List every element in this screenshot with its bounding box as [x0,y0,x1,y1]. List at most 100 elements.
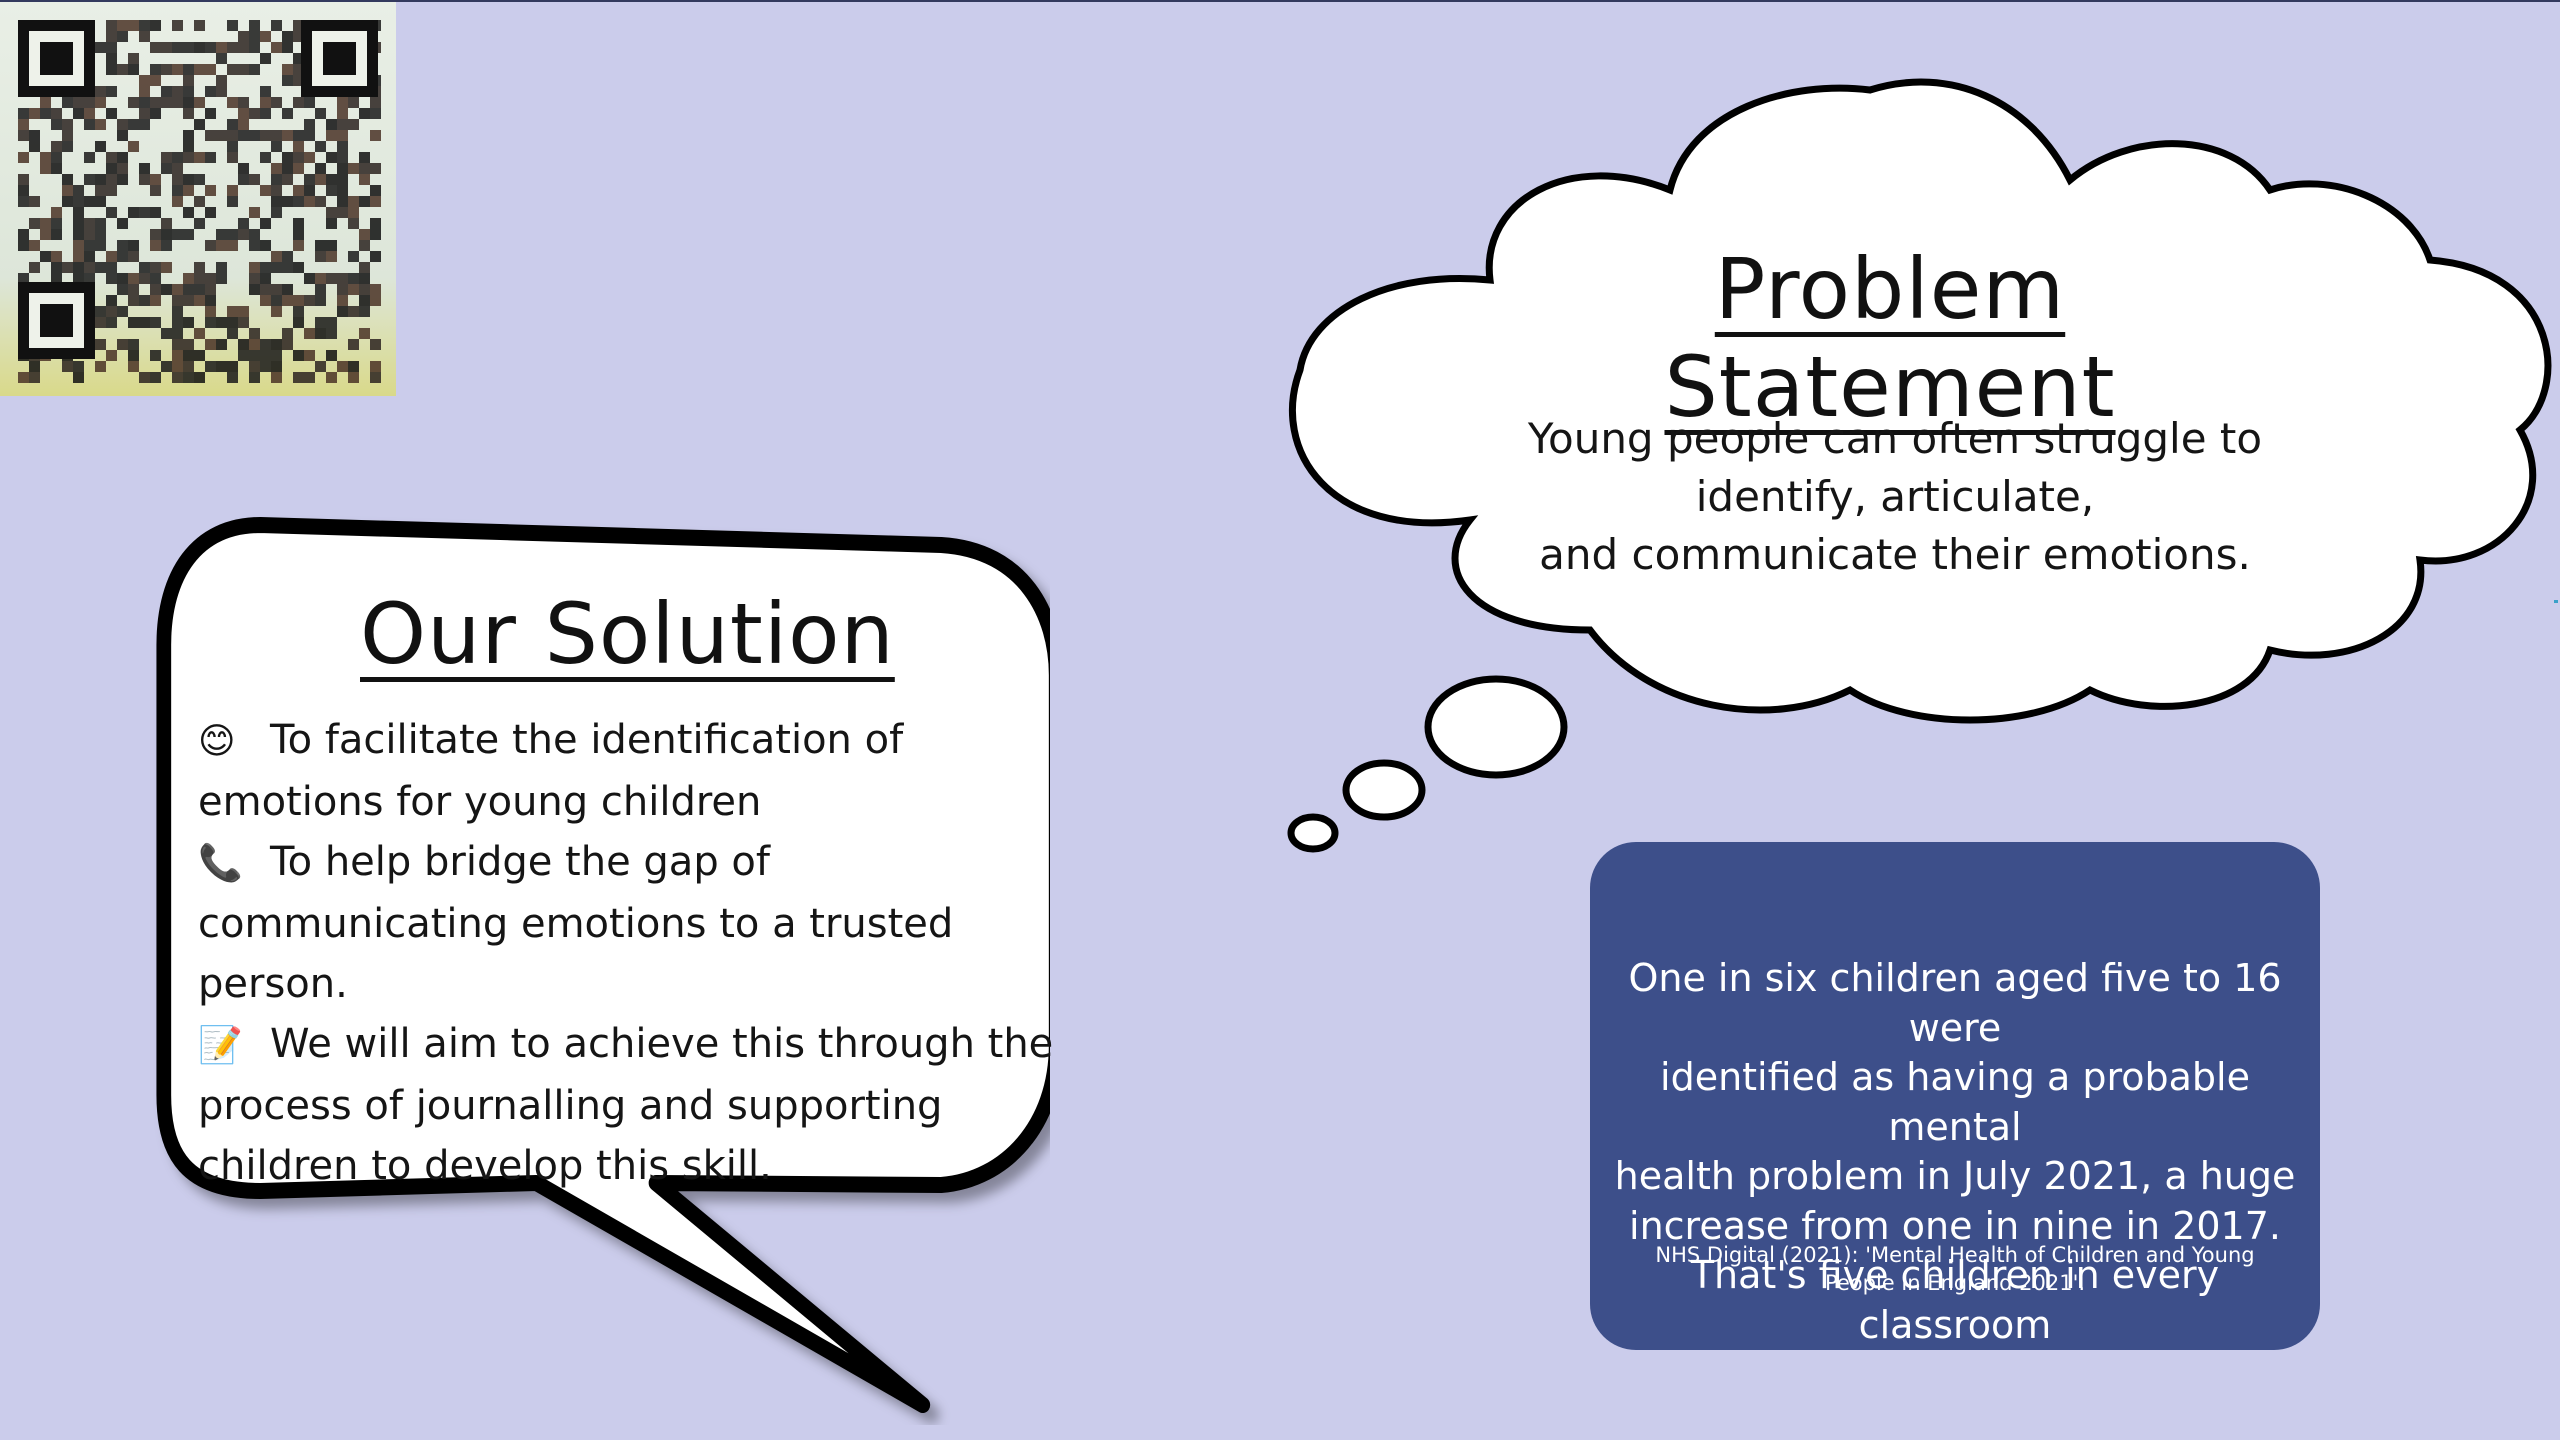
qr-module [183,295,194,306]
qr-module [172,328,183,339]
qr-module [161,229,172,240]
qr-module [84,273,95,284]
qr-module [84,152,95,163]
qr-module [161,97,172,108]
qr-module [183,108,194,119]
statistic-line: That's five children in every classroom [1690,1253,2220,1347]
qr-module [315,196,326,207]
qr-module [172,229,183,240]
qr-module [304,350,315,361]
qr-module [348,273,359,284]
qr-module [73,218,84,229]
qr-module [249,339,260,350]
qr-module [238,130,249,141]
qr-module [348,361,359,372]
qr-module [315,284,326,295]
qr-module [293,196,304,207]
qr-module [40,218,51,229]
qr-module [139,119,150,130]
qr-module [293,20,304,31]
qr-module [315,141,326,152]
qr-finder-pattern [40,304,73,337]
qr-module [139,86,150,97]
qr-module [194,174,205,185]
qr-module [161,284,172,295]
qr-module [128,20,139,31]
qr-module [29,240,40,251]
qr-module [359,229,370,240]
qr-module [238,42,249,53]
qr-module [271,262,282,273]
qr-module [95,218,106,229]
qr-module [227,64,238,75]
qr-module [73,361,84,372]
list-item-text: To facilitate the identification of [270,717,904,763]
qr-module [29,130,40,141]
qr-module [271,284,282,295]
qr-module [128,339,139,350]
qr-module [128,240,139,251]
qr-module [271,141,282,152]
qr-module [348,339,359,350]
qr-module [183,339,194,350]
qr-module [172,339,183,350]
qr-module [227,152,238,163]
qr-module [150,262,161,273]
qr-module [62,97,73,108]
qr-module [128,284,139,295]
qr-module [117,284,128,295]
qr-module [216,240,227,251]
qr-module [326,251,337,262]
qr-module [216,75,227,86]
qr-module [117,251,128,262]
qr-module [282,295,293,306]
cloud-shape [1288,78,2552,724]
qr-module [227,229,238,240]
qr-module [348,196,359,207]
qr-module [73,262,84,273]
qr-module [150,64,161,75]
qr-module [238,306,249,317]
qr-module [106,350,117,361]
qr-module [337,295,348,306]
qr-module [73,251,84,262]
qr-module [51,273,62,284]
qr-module [183,97,194,108]
qr-module [304,372,315,383]
statistic-line: health problem in July 2021, a huge [1614,1154,2296,1198]
qr-module [150,240,161,251]
qr-code-image[interactable] [0,2,396,396]
qr-module [337,361,348,372]
qr-module [183,372,194,383]
qr-module [370,295,381,306]
qr-module [150,97,161,108]
qr-module [260,273,271,284]
thought-bubble-large [1424,675,1568,779]
qr-module [271,20,282,31]
qr-module [84,251,95,262]
qr-module [172,152,183,163]
qr-module [359,284,370,295]
qr-module [359,295,370,306]
qr-module [304,328,315,339]
qr-module [216,339,227,350]
qr-module [172,185,183,196]
qr-module [249,350,260,361]
qr-module [172,306,183,317]
qr-module [128,64,139,75]
qr-module [337,174,348,185]
qr-module [238,174,249,185]
qr-module [128,141,139,152]
qr-module [161,240,172,251]
qr-module [359,306,370,317]
qr-module [205,152,216,163]
qr-module [183,350,194,361]
qr-module [117,273,128,284]
qr-module [282,152,293,163]
qr-module [359,163,370,174]
qr-module [95,262,106,273]
qr-module [62,141,73,152]
qr-module [370,163,381,174]
qr-module [304,196,315,207]
qr-module [18,119,29,130]
